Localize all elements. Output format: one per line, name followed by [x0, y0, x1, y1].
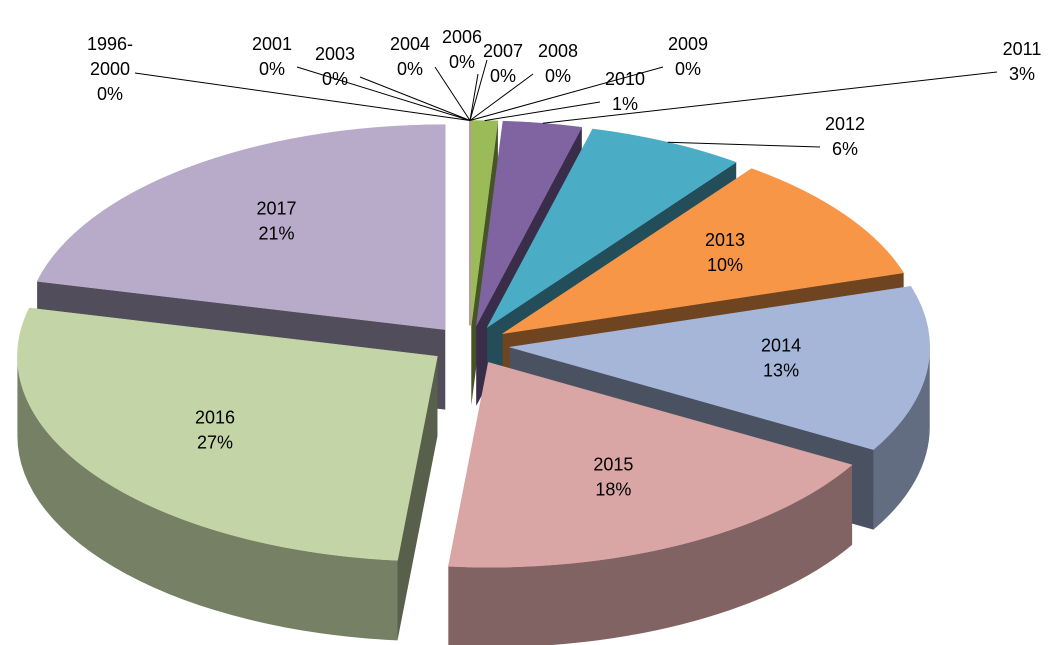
value-label: 0%: [545, 66, 571, 86]
value-label: 3%: [1009, 64, 1035, 84]
leader-line: [359, 76, 471, 121]
leader-line: [469, 73, 534, 121]
category-label: 2013: [705, 230, 745, 250]
leader-line: [484, 101, 601, 122]
category-label: 2008: [538, 41, 578, 61]
category-label: 2006: [442, 27, 482, 47]
category-label: 2001: [252, 34, 292, 54]
slice-top: [36, 124, 446, 330]
category-label: 2011: [1003, 39, 1042, 59]
leader-line: [667, 141, 821, 148]
value-label: 10%: [707, 255, 743, 275]
category-label: 2003: [315, 44, 355, 64]
value-label: 0%: [449, 52, 475, 72]
category-label: 2014: [761, 336, 801, 356]
value-label: 18%: [595, 480, 631, 500]
category-label: 2007: [483, 41, 523, 61]
value-label: 27%: [197, 432, 233, 452]
leader-line: [542, 71, 998, 124]
leader-line: [134, 72, 471, 121]
value-label: 21%: [259, 224, 295, 244]
leader-line: [469, 66, 664, 121]
category-label-part: 2000: [90, 59, 130, 79]
value-label: 0%: [259, 59, 285, 79]
category-label: 2015: [593, 455, 633, 475]
category-label-part: 1996-: [87, 34, 133, 54]
category-label: 2012: [825, 114, 865, 134]
value-label: 6%: [832, 139, 858, 159]
leader-line: [469, 59, 488, 121]
category-label: 1996- 2000: [87, 34, 133, 79]
value-label: 0%: [322, 69, 348, 89]
value-label: 13%: [763, 361, 799, 381]
value-label: 0%: [97, 84, 123, 104]
value-label: 0%: [490, 66, 516, 86]
slice-top: [509, 286, 930, 450]
slice-top: [448, 362, 853, 568]
leader-line: [296, 66, 471, 121]
value-label: 1%: [612, 94, 638, 114]
slice: [448, 362, 853, 645]
slice-top: [476, 120, 583, 326]
category-label: 2009: [668, 34, 708, 54]
leader-line: [434, 66, 471, 121]
slice-top: [17, 307, 438, 561]
slice-side: [17, 356, 398, 641]
slice-side: [873, 347, 930, 530]
value-label: 0%: [397, 59, 423, 79]
category-label: 2010: [605, 69, 645, 89]
leader-line: [469, 73, 479, 121]
slice: [17, 307, 438, 641]
category-label: 2017: [256, 199, 296, 219]
slice-top: [502, 168, 905, 334]
category-label: 2016: [195, 407, 235, 427]
category-label: 2004: [390, 34, 430, 54]
slice-side: [448, 464, 853, 645]
value-label: 0%: [675, 59, 701, 79]
slice-top: [486, 128, 737, 328]
